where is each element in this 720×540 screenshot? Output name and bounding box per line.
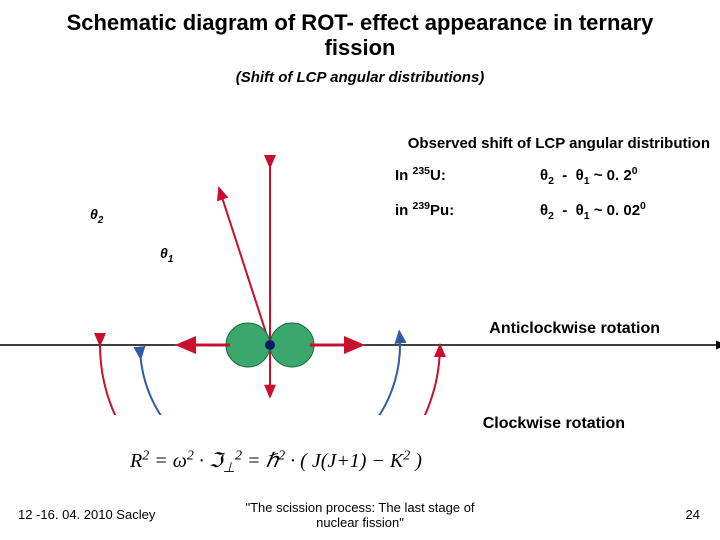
- page-title: Schematic diagram of ROT- effect appeara…: [0, 0, 720, 61]
- footer-date: 12 -16. 04. 2010 Sacley: [18, 507, 155, 522]
- formula: R2 = ω2 · ℑ⊥2 = ℏ2 · ( J(J+1) − K2 ): [130, 448, 422, 477]
- clockwise-label: Clockwise rotation: [483, 415, 625, 433]
- page-subtitle: (Shift of LCP angular distributions): [0, 69, 720, 86]
- page-number: 24: [686, 507, 700, 522]
- footer-title: "The scission process: The last stage of…: [230, 500, 490, 530]
- rot-diagram: [0, 155, 720, 415]
- observed-title: Observed shift of LCP angular distributi…: [408, 135, 710, 152]
